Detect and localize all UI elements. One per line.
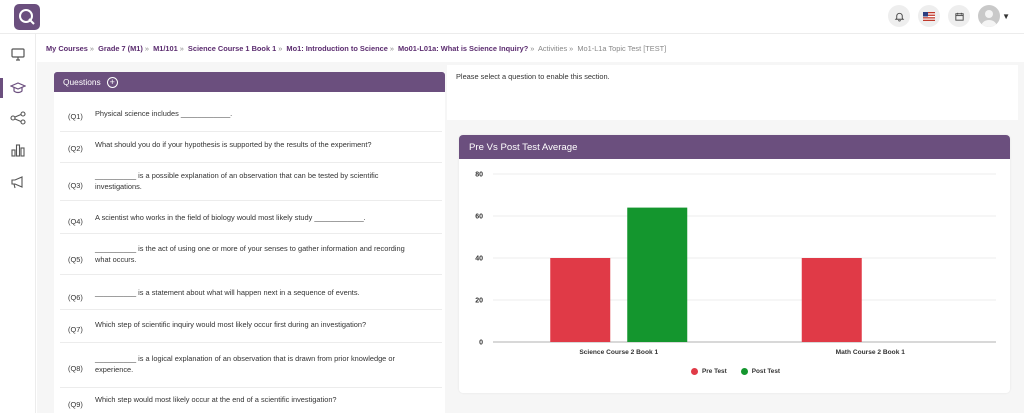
legend-item[interactable]: Post Test xyxy=(740,368,781,375)
question-number: (Q2) xyxy=(68,144,83,153)
question-item[interactable]: (Q8) __________ is a logical explanation… xyxy=(60,343,442,388)
question-item[interactable]: (Q6) __________ is a statement about wha… xyxy=(60,275,442,310)
chart-card: Pre Vs Post Test Average 0 20 40 60 80 Scienc… xyxy=(459,135,1010,393)
bar-chart: 0 20 40 60 80 Science Course 2 Book 1 Math Cou… xyxy=(475,172,996,356)
legend-label: Pre Test xyxy=(702,368,727,375)
questions-header: Questions + xyxy=(54,72,445,92)
bar-pre-test xyxy=(550,258,611,342)
sidebar-active-indicator xyxy=(0,78,3,98)
legend-item[interactable]: Pre Test xyxy=(691,368,727,375)
breadcrumb-item[interactable]: My Courses xyxy=(46,44,88,53)
breadcrumb-item[interactable]: Mo01-L01a: What is Science Inquiry? xyxy=(398,44,529,53)
x-tick-label: Science Course 2 Book 1 xyxy=(579,349,658,356)
breadcrumb-separator: » xyxy=(89,44,95,53)
bar-pre-test xyxy=(801,258,862,342)
breadcrumb-item[interactable]: Science Course 1 Book 1 xyxy=(187,44,277,53)
question-number: (Q9) xyxy=(68,400,83,409)
breadcrumb-current: Mo1-L1a Topic Test [TEST] xyxy=(577,44,667,53)
breadcrumb-separator: » xyxy=(569,44,574,53)
chevron-down-icon[interactable]: ▼ xyxy=(1002,11,1010,21)
breadcrumb-separator: » xyxy=(278,44,283,53)
y-tick-label: 0 xyxy=(479,340,483,347)
question-text: __________ is a possible explanation of … xyxy=(95,171,379,191)
y-tick-label: 60 xyxy=(475,214,483,221)
question-text: What should you do if your hypothesis is… xyxy=(95,140,372,149)
question-number: (Q4) xyxy=(68,217,83,226)
add-question-icon[interactable]: + xyxy=(106,76,118,88)
x-tick-label: Math Course 2 Book 1 xyxy=(836,349,906,356)
top-icons: ▼ xyxy=(888,5,1010,27)
chart-title: Pre Vs Post Test Average xyxy=(459,135,1010,159)
question-item[interactable]: (Q4) A scientist who works in the field … xyxy=(60,201,442,234)
question-text: Physical science includes ____________. xyxy=(95,109,233,118)
question-number: (Q5) xyxy=(68,255,83,264)
megaphone-icon[interactable] xyxy=(10,174,26,190)
question-number: (Q7) xyxy=(68,325,83,334)
chart-legend: Pre Test Post Test xyxy=(691,368,780,375)
question-text: Which step would most likely occur at th… xyxy=(95,395,337,404)
question-item[interactable]: (Q9) Which step would most likely occur … xyxy=(60,388,442,413)
select-question-notice: Please select a question to enable this … xyxy=(456,72,610,81)
question-item[interactable]: (Q3) __________ is a possible explanatio… xyxy=(60,163,442,201)
breadcrumb-item[interactable]: M1/101 xyxy=(153,44,178,53)
bell-icon[interactable] xyxy=(888,5,911,27)
y-tick-label: 20 xyxy=(475,298,483,305)
breadcrumb-separator: » xyxy=(530,44,535,53)
question-text: Which step of scientific inquiry would m… xyxy=(95,320,367,329)
legend-dot xyxy=(740,368,748,375)
question-text: A scientist who works in the field of bi… xyxy=(95,213,366,222)
bar-chart-icon[interactable] xyxy=(10,142,26,158)
question-number: (Q6) xyxy=(68,293,83,302)
question-text: __________ is a logical explanation of a… xyxy=(95,354,395,374)
breadcrumb-item[interactable]: Mo1: Introduction to Science xyxy=(286,44,388,53)
legend-label: Post Test xyxy=(751,368,781,375)
question-number: (Q3) xyxy=(68,181,83,190)
question-item[interactable]: (Q1) Physical science includes _________… xyxy=(60,100,442,132)
legend-dot xyxy=(691,368,698,375)
question-item[interactable]: (Q2) What should you do if your hypothes… xyxy=(60,132,442,163)
breadcrumb-separator: » xyxy=(179,44,184,53)
top-bar: ▼ xyxy=(0,0,1024,34)
breadcrumb-item[interactable]: Activities xyxy=(538,44,568,53)
breadcrumb-separator: » xyxy=(144,44,149,53)
app-logo-icon[interactable] xyxy=(14,4,40,30)
question-number: (Q8) xyxy=(68,364,83,373)
share-nodes-icon[interactable] xyxy=(10,110,26,126)
question-number: (Q1) xyxy=(68,112,83,121)
question-detail-section xyxy=(447,65,1018,120)
question-text: __________ is the act of using one or mo… xyxy=(95,244,405,264)
sidebar xyxy=(0,34,36,413)
y-tick-label: 40 xyxy=(475,256,483,263)
avatar[interactable] xyxy=(978,5,1001,27)
question-item[interactable]: (Q5) __________ is the act of using one … xyxy=(60,234,442,275)
monitor-icon[interactable] xyxy=(10,46,26,62)
question-text: __________ is a statement about what wil… xyxy=(95,288,360,297)
graduation-cap-icon[interactable] xyxy=(10,80,26,96)
bar-post-test xyxy=(627,207,688,342)
breadcrumb-separator: » xyxy=(389,44,394,53)
y-tick-label: 80 xyxy=(475,172,483,179)
us-flag-icon[interactable] xyxy=(918,5,941,27)
questions-panel: Questions + (Q1) Physical science includ… xyxy=(54,72,445,413)
questions-title: Questions xyxy=(63,77,101,87)
calendar-icon[interactable] xyxy=(948,5,971,27)
breadcrumb: My Courses» Grade 7 (M1)» M1/101» Scienc… xyxy=(46,44,666,53)
question-item[interactable]: (Q7) Which step of scientific inquiry wo… xyxy=(60,310,442,343)
breadcrumb-item[interactable]: Grade 7 (M1) xyxy=(98,44,143,53)
